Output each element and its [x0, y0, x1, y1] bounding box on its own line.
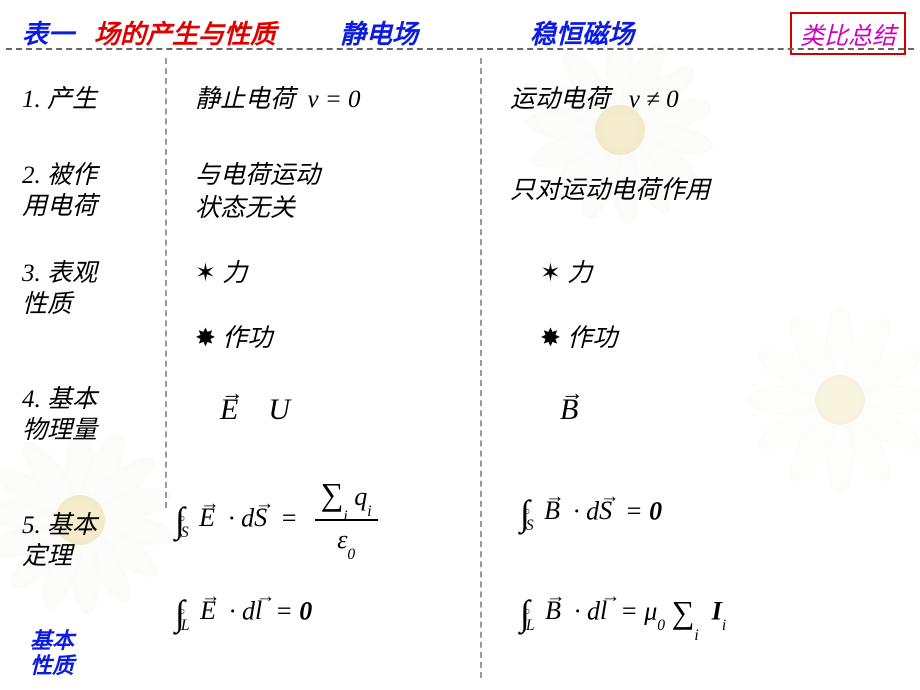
cell-r3c2: ✶ 力 ✸ 作功: [540, 258, 920, 356]
column-header-magnetic: 稳恒磁场: [530, 14, 634, 51]
table-header: 表一 场的产生与性质 静电场 稳恒磁场 类比总结: [0, 8, 920, 48]
row-label-4: 4. 基本物理量: [22, 384, 162, 447]
cell-r4c1: →E U: [220, 390, 500, 429]
cell-r4c2: →B: [560, 390, 920, 429]
header-divider: [6, 48, 914, 50]
r1c1-eq: v = 0: [308, 86, 361, 113]
row-label-2: 2. 被作用电荷: [22, 160, 162, 223]
cell-r1c2: 运动电荷 v ≠ 0: [510, 84, 890, 117]
row-label-3: 3. 表观性质: [22, 258, 162, 321]
table-title: 场的产生与性质: [94, 14, 276, 51]
r1c2-text: 运动电荷: [510, 86, 610, 113]
cell-r1c1: 静止电荷 v = 0: [195, 84, 475, 117]
column-header-electrostatic: 静电场: [340, 14, 418, 51]
footer-note: 基本性质: [30, 628, 74, 679]
bullet-icon: ✸: [540, 325, 561, 352]
column-divider-2: [480, 58, 482, 678]
cell-r5c1-eq1: ∫S →E · d→S = ∑i qi ε0: [175, 480, 455, 561]
column-divider-1: [165, 58, 167, 508]
cell-r5c2-eq2: ∫L →B · d→l = μ0 ∑i Ii: [520, 590, 900, 637]
star-icon: ✶: [540, 260, 561, 287]
cell-r5c2-eq1: ∫S →B · d→S = 0: [520, 490, 900, 537]
row-label-5: 5. 基本定理: [22, 510, 162, 573]
r1c2-eq: v ≠ 0: [629, 86, 679, 113]
cell-r3c1: ✶ 力 ✸ 作功: [195, 258, 475, 356]
row-label-1: 1. 产生: [22, 84, 162, 115]
bullet-icon: ✸: [195, 325, 216, 352]
star-icon: ✶: [195, 260, 216, 287]
r1c1-text: 静止电荷: [195, 86, 295, 113]
cell-r5c1-eq2: ∫L →E · d→l = 0: [175, 590, 455, 637]
cell-r2c1: 与电荷运动状态无关: [195, 160, 475, 225]
table-label: 表一: [22, 14, 74, 51]
cell-r2c2: 只对运动电荷作用: [510, 175, 890, 208]
